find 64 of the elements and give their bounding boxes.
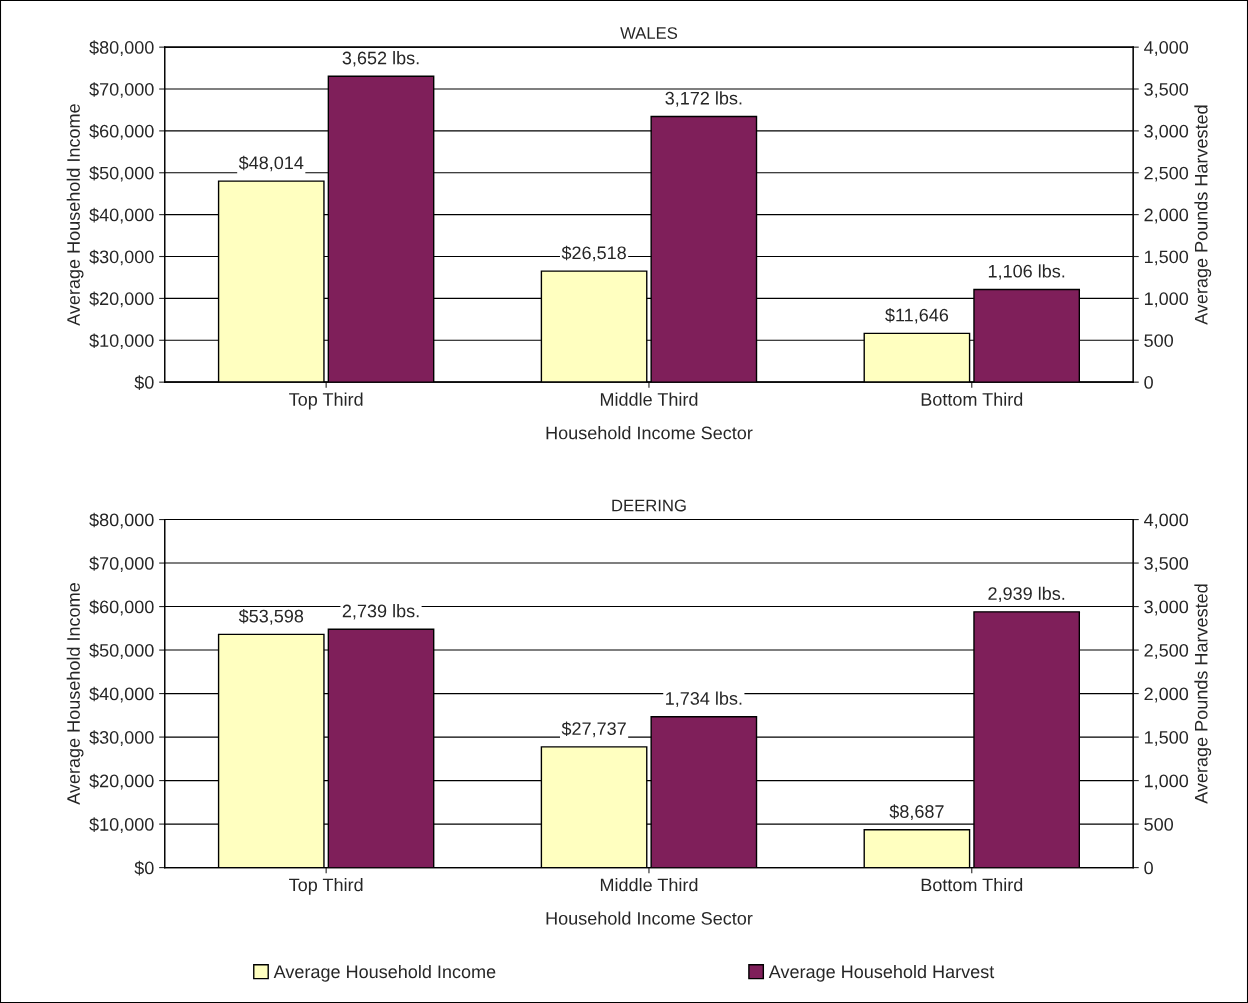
data-label: $53,598 (238, 608, 304, 625)
y2-tick-label: 2,000 (1144, 687, 1189, 703)
y2-tick-label: 2,500 (1144, 644, 1189, 659)
y-axis-title: Average Household Income (66, 583, 84, 805)
y-tick-label: $40,000 (89, 207, 154, 224)
y2-tick-label: 1,000 (1144, 774, 1189, 790)
data-label: 1,734 lbs. (666, 691, 742, 707)
y2-tick-label: 1,000 (1144, 292, 1189, 308)
data-label: $27,737 (561, 721, 626, 738)
y2-tick-label: 1,500 (1144, 731, 1189, 746)
x-tick-label: Top Third (289, 392, 363, 410)
legend-label: Average Household Income (273, 964, 496, 982)
x-tick-label: Middle Third (600, 878, 698, 892)
y-tick-label: $30,000 (89, 249, 154, 266)
data-label: $48,014 (238, 155, 304, 172)
y-tick-label: $20,000 (89, 773, 154, 790)
legend-label: Average Household Harvest (768, 964, 995, 982)
y2-tick-label: 1,500 (1144, 250, 1189, 266)
y-tick-label: $50,000 (89, 643, 154, 659)
y-tick-label: $20,000 (89, 291, 154, 308)
data-label: 3,652 lbs. (342, 51, 419, 67)
y-tick-label: $50,000 (89, 165, 154, 182)
y2-tick-label: 3,000 (1144, 124, 1189, 140)
y2-tick-label: 4,000 (1144, 41, 1189, 56)
y-axis-title: Average Household Income (66, 104, 84, 326)
y2-tick-label: 4,000 (1144, 513, 1189, 529)
x-tick-label: Bottom Third (921, 878, 1023, 892)
y-tick-label: $60,000 (89, 599, 154, 616)
y2-tick-label: 3,500 (1144, 556, 1189, 572)
y-tick-label: $0 (134, 375, 154, 390)
data-label: $11,646 (885, 307, 949, 324)
y-tick-label: $70,000 (89, 82, 154, 98)
x-tick-label: Top Third (289, 878, 363, 895)
data-label: 3,172 lbs. (665, 91, 742, 107)
data-label: $26,518 (561, 245, 626, 262)
x-axis-title: Household Income Sector (546, 426, 753, 440)
y2-axis-title: Average Pounds Harvested (1194, 584, 1212, 804)
chart-title: DEERING (612, 499, 686, 512)
y2-tick-label: 500 (1144, 334, 1174, 347)
y-tick-label: $30,000 (89, 730, 154, 746)
y2-tick-label: 3,500 (1144, 82, 1189, 98)
y-tick-label: $10,000 (89, 333, 154, 350)
y2-tick-label: 3,000 (1144, 600, 1189, 616)
y-tick-label: $40,000 (89, 686, 154, 703)
y-tick-label: $0 (134, 860, 154, 876)
data-label: $8,687 (889, 804, 944, 821)
y-tick-label: $70,000 (89, 556, 154, 572)
data-label: 2,739 lbs. (342, 604, 419, 620)
x-tick-label: Bottom Third (921, 392, 1023, 406)
y-tick-label: $60,000 (89, 124, 154, 140)
y2-tick-label: 2,500 (1144, 166, 1189, 182)
y-tick-label: $80,000 (89, 512, 154, 529)
y-tick-label: $10,000 (89, 817, 154, 833)
y2-tick-label: 500 (1144, 818, 1174, 831)
x-axis-title: Household Income Sector (546, 911, 753, 925)
chart-title: WALES (620, 27, 678, 39)
x-tick-label: Middle Third (600, 392, 698, 406)
data-label: 2,939 lbs. (988, 586, 1065, 603)
y2-tick-label: 0 (1144, 861, 1153, 875)
y2-tick-label: 2,000 (1144, 208, 1189, 224)
y2-axis-title: Average Pounds Harvested (1194, 105, 1212, 325)
y-tick-label: $80,000 (89, 40, 154, 56)
data-label: 1,106 lbs. (988, 264, 1065, 280)
y2-tick-label: 0 (1144, 376, 1153, 389)
